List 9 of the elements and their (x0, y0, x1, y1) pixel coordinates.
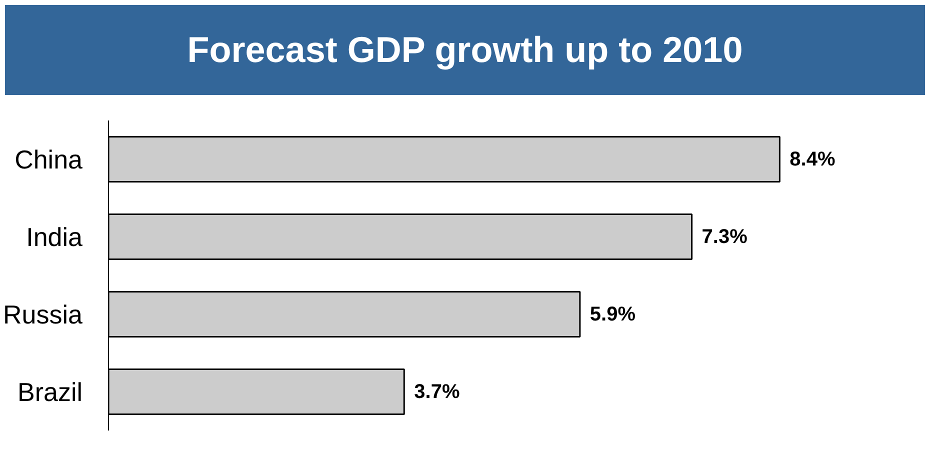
chart-title: Forecast GDP growth up to 2010 (187, 28, 743, 72)
y-tick-label: China (14, 144, 84, 174)
data-label: 3.7% (414, 380, 460, 403)
y-tick-label: India (26, 222, 84, 252)
data-label: 5.9% (590, 303, 636, 326)
data-label: 8.4% (790, 148, 836, 170)
data-label: 7.3% (702, 226, 748, 248)
y-tick-label: Russia (3, 299, 84, 330)
y-tick-label: Brazil (17, 376, 83, 407)
